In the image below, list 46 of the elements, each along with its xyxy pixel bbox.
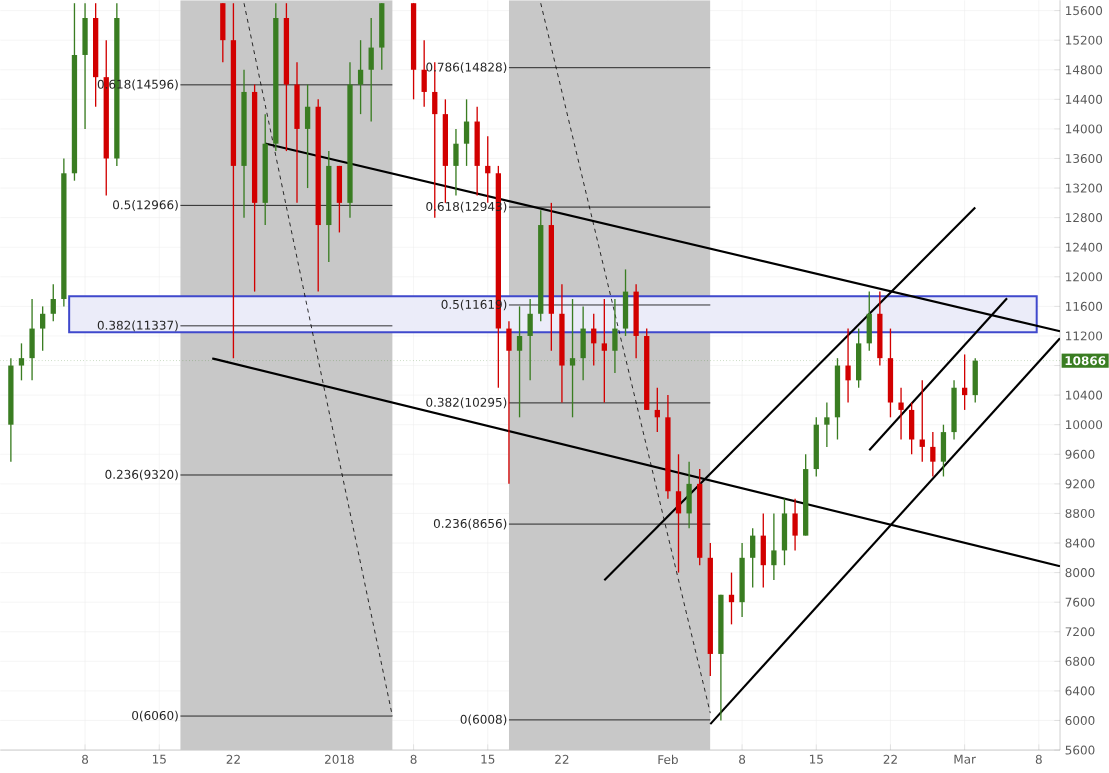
y-tick-label: 13600 xyxy=(1066,153,1103,163)
x-tick-label: 2018 xyxy=(325,754,354,764)
y-tick-label: 15600 xyxy=(1066,6,1103,16)
y-tick-label: 12400 xyxy=(1066,242,1103,252)
y-tick-label: 10400 xyxy=(1066,390,1103,400)
x-tick-label: 15 xyxy=(809,754,823,764)
y-tick-label: 14000 xyxy=(1066,124,1103,134)
y-tick-label: 6400 xyxy=(1065,686,1095,696)
y-tick-label: 10000 xyxy=(1066,420,1103,430)
y-tick-label: 11200 xyxy=(1066,331,1103,341)
x-tick-label: Feb xyxy=(658,754,678,765)
y-tick-label: 8000 xyxy=(1065,568,1095,578)
x-tick-label: 15 xyxy=(152,754,166,764)
y-tick-label: 8800 xyxy=(1065,508,1095,518)
series-label: 0.236(8656) xyxy=(433,518,507,530)
y-tick-label: 6800 xyxy=(1065,656,1095,666)
x-tick-label: 22 xyxy=(555,754,569,764)
x-tick-label: 8 xyxy=(1035,754,1042,764)
x-tick-label: 8 xyxy=(82,754,89,764)
y-tick-label: 9600 xyxy=(1065,449,1095,459)
ref-line-label: 10866 xyxy=(1065,356,1106,366)
series-label: 0.382(11337) xyxy=(97,320,178,332)
y-tick-label: 5600 xyxy=(1065,745,1095,755)
series-label: 0(6008) xyxy=(460,714,507,726)
y-tick-label: 15200 xyxy=(1066,35,1103,45)
series-label: 0.382(10295) xyxy=(426,397,507,409)
y-tick-label: 14800 xyxy=(1066,65,1103,75)
y-tick-label: 6000 xyxy=(1065,715,1095,725)
y-tick-label: 12800 xyxy=(1066,213,1103,223)
x-tick-label: 15 xyxy=(481,754,495,764)
series-label: 0(6060) xyxy=(132,710,178,722)
x-tick-label: 22 xyxy=(883,754,897,764)
y-tick-label: 14400 xyxy=(1066,94,1103,104)
x-tick-label: 8 xyxy=(739,754,746,764)
y-tick-label: 9200 xyxy=(1065,479,1095,489)
x-tick-label: 22 xyxy=(226,754,240,764)
x-tick-label: Mar xyxy=(954,754,976,764)
y-tick-label: 11600 xyxy=(1066,301,1103,311)
y-tick-label: 8400 xyxy=(1065,538,1095,548)
y-tick-label: 13200 xyxy=(1066,183,1103,193)
y-tick-label: 7600 xyxy=(1065,597,1095,607)
y-tick-label: 12000 xyxy=(1066,272,1103,282)
x-tick-label: 8 xyxy=(410,754,417,764)
series-label: 0.236(9320) xyxy=(105,469,178,481)
series-label: 0.5(12966) xyxy=(113,199,178,211)
y-tick-label: 7200 xyxy=(1065,627,1095,637)
